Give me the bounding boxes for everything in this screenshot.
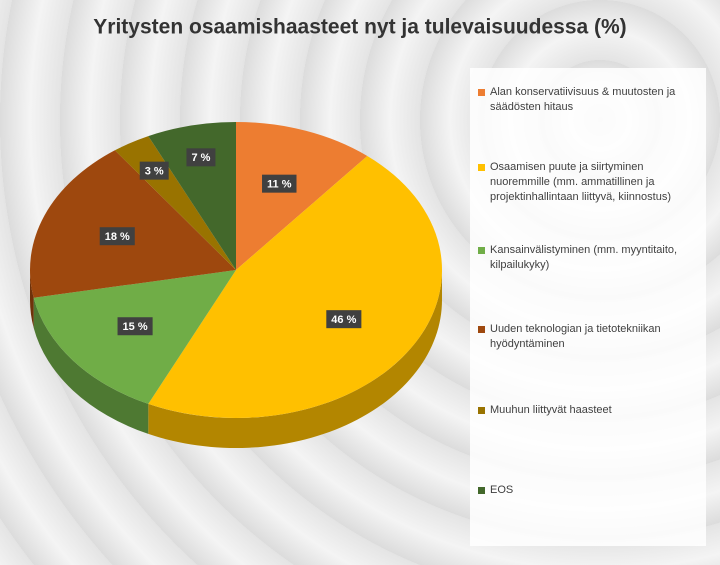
data-label-text: 15 % (123, 321, 148, 333)
data-label-box (117, 317, 153, 336)
slice-side (148, 270, 442, 448)
legend-item: Alan konservatiivisuus & muutosten ja sä… (478, 85, 705, 115)
legend-swatch (478, 407, 485, 414)
slice (236, 122, 368, 270)
legend: Alan konservatiivisuus & muutosten ja sä… (470, 68, 706, 546)
legend-label: Kansainvälistyminen (mm. myyntitaito, ki… (490, 244, 678, 271)
legend-label: Alan konservatiivisuus & muutosten ja sä… (490, 86, 676, 113)
legend-label: Muuhun liittyvät haasteet (490, 404, 612, 416)
legend-label: Osaamisen puute ja siirtyminen nuoremmil… (490, 161, 671, 203)
legend-swatch (478, 164, 485, 171)
data-label-text: 3 % (145, 166, 164, 178)
chart-title: Yritysten osaamishaasteet nyt ja tulevai… (93, 16, 626, 39)
data-label: 15 % (117, 317, 153, 336)
legend-item: EOS (478, 483, 705, 498)
data-label-box (139, 161, 169, 180)
legend-swatch (478, 247, 485, 254)
data-label-box (99, 227, 135, 246)
data-label-box (262, 174, 297, 193)
data-label: 18 % (99, 227, 135, 246)
data-label-text: 11 % (267, 179, 292, 191)
legend-item: Kansainvälistyminen (mm. myyntitaito, ki… (478, 243, 705, 273)
legend-item: Muuhun liittyvät haasteet (478, 403, 705, 418)
data-label-box (186, 148, 216, 167)
slice (29, 150, 236, 298)
data-label-box (326, 310, 362, 329)
slice-side (33, 297, 149, 434)
legend-item: Uuden teknologian ja tietotekniikan hyöd… (478, 322, 705, 352)
legend-swatch (478, 89, 485, 96)
legend-item: Osaamisen puute ja siirtyminen nuoremmil… (478, 160, 705, 205)
data-label-text: 7 % (191, 152, 210, 164)
slice-side (30, 270, 34, 328)
data-label: 11 % (262, 174, 297, 193)
legend-swatch (478, 326, 485, 333)
data-label: 7 % (186, 148, 216, 167)
data-label: 46 % (326, 310, 362, 329)
slice (148, 155, 443, 419)
legend-label: EOS (490, 484, 514, 496)
data-label-text: 18 % (105, 231, 130, 243)
legend-label: Uuden teknologian ja tietotekniikan hyöd… (490, 323, 661, 350)
data-label: 3 % (139, 161, 169, 180)
slice (33, 270, 236, 404)
data-label-text: 46 % (331, 314, 356, 326)
legend-swatch (478, 487, 485, 494)
